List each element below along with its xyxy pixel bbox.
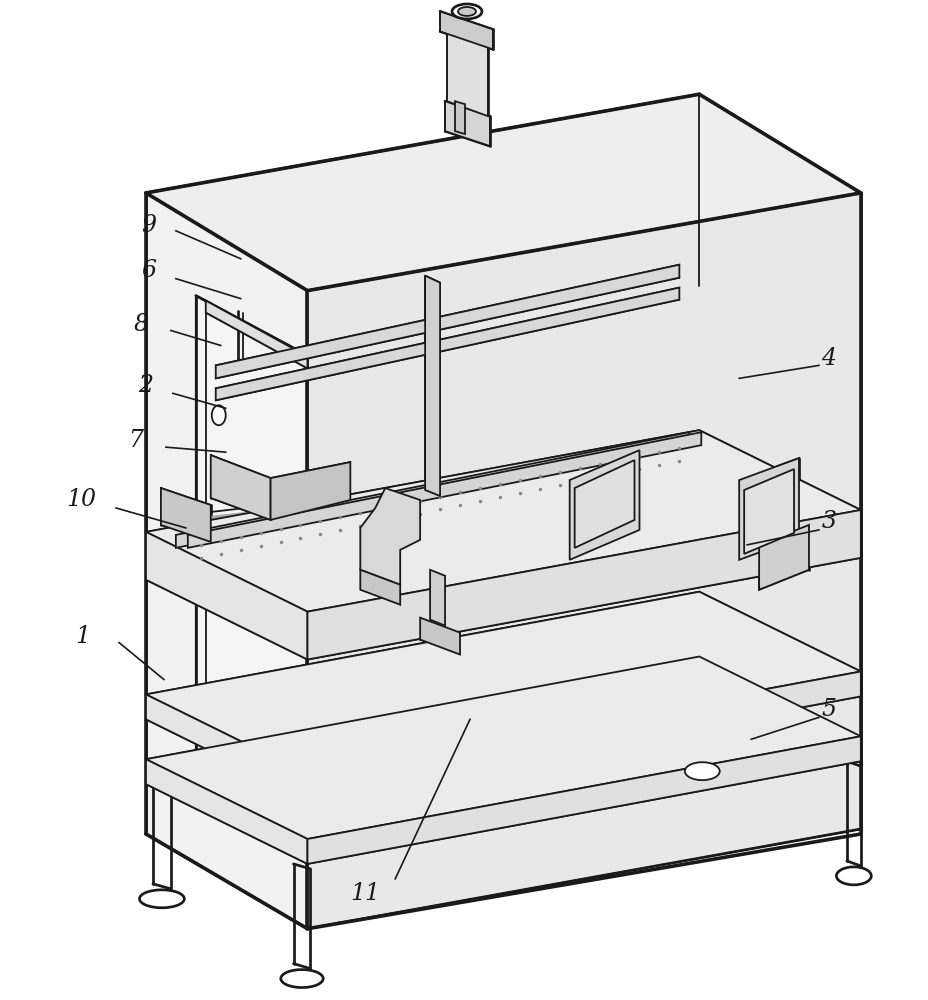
Polygon shape bbox=[146, 193, 307, 929]
Polygon shape bbox=[187, 432, 701, 548]
Polygon shape bbox=[215, 288, 678, 400]
Polygon shape bbox=[211, 455, 270, 520]
Polygon shape bbox=[146, 657, 860, 839]
Polygon shape bbox=[146, 694, 307, 799]
Ellipse shape bbox=[835, 867, 870, 885]
Polygon shape bbox=[307, 736, 860, 864]
Text: 7: 7 bbox=[128, 429, 143, 452]
Text: 11: 11 bbox=[350, 882, 380, 905]
Polygon shape bbox=[743, 469, 793, 554]
Polygon shape bbox=[270, 462, 350, 520]
Polygon shape bbox=[360, 488, 419, 585]
Text: 3: 3 bbox=[820, 510, 835, 533]
Text: 8: 8 bbox=[134, 313, 148, 336]
Text: 4: 4 bbox=[820, 347, 835, 370]
Polygon shape bbox=[569, 450, 638, 560]
Polygon shape bbox=[419, 618, 459, 655]
Polygon shape bbox=[196, 296, 307, 854]
Ellipse shape bbox=[452, 4, 482, 19]
Polygon shape bbox=[307, 510, 860, 660]
Polygon shape bbox=[758, 525, 808, 590]
Text: 9: 9 bbox=[141, 214, 156, 237]
Text: 5: 5 bbox=[820, 698, 835, 721]
Ellipse shape bbox=[280, 970, 323, 988]
Text: 6: 6 bbox=[141, 259, 156, 282]
Polygon shape bbox=[146, 759, 307, 864]
Polygon shape bbox=[146, 430, 860, 612]
Text: 1: 1 bbox=[75, 625, 91, 648]
Polygon shape bbox=[146, 94, 860, 291]
Polygon shape bbox=[146, 532, 307, 660]
Polygon shape bbox=[307, 193, 860, 929]
Polygon shape bbox=[574, 460, 634, 548]
Polygon shape bbox=[430, 570, 445, 626]
Polygon shape bbox=[425, 276, 440, 496]
Polygon shape bbox=[445, 101, 489, 146]
Polygon shape bbox=[161, 488, 211, 542]
Polygon shape bbox=[307, 671, 860, 799]
Polygon shape bbox=[446, 26, 487, 116]
Ellipse shape bbox=[684, 762, 719, 780]
Text: 10: 10 bbox=[66, 488, 96, 511]
Polygon shape bbox=[206, 301, 307, 368]
Text: 2: 2 bbox=[138, 374, 153, 397]
Polygon shape bbox=[455, 101, 465, 134]
Polygon shape bbox=[360, 570, 400, 605]
Ellipse shape bbox=[212, 405, 226, 425]
Polygon shape bbox=[175, 432, 689, 548]
Polygon shape bbox=[739, 458, 798, 560]
Ellipse shape bbox=[458, 7, 475, 16]
Polygon shape bbox=[215, 265, 678, 378]
Polygon shape bbox=[146, 592, 860, 774]
Polygon shape bbox=[440, 11, 493, 49]
Ellipse shape bbox=[139, 890, 184, 908]
